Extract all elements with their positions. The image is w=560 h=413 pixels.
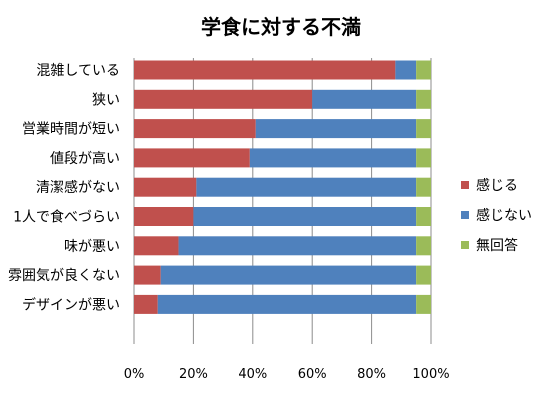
legend-swatch <box>461 181 469 189</box>
bar-segment <box>134 265 161 285</box>
bar-segment <box>416 207 431 226</box>
chart-title: 学食に対する不満 <box>201 15 361 39</box>
x-tick-label: 80% <box>357 367 386 382</box>
bar-segment <box>157 294 417 314</box>
category-label: 1人で食べづらい <box>13 209 120 226</box>
category-label: 雰囲気が良くない <box>8 268 120 284</box>
x-tick-label: 20% <box>179 367 208 382</box>
bar-segment <box>416 119 431 139</box>
bar-segment <box>178 236 417 256</box>
legend-label: 感じない <box>476 207 532 224</box>
category-label: 狭い <box>92 92 120 108</box>
category-label: 味が悪い <box>64 239 120 255</box>
bar-segment <box>249 148 417 168</box>
bar-segment <box>134 207 194 226</box>
bar-segment <box>255 119 417 139</box>
x-tick-labels: 0% 20% 40% 60% 80% 100% <box>124 367 450 382</box>
x-tick-label: 40% <box>238 367 267 382</box>
bar-segment <box>416 177 431 197</box>
bar-segment <box>134 294 158 314</box>
bar-segment <box>134 236 179 256</box>
bar-segment <box>395 60 417 80</box>
bar-segment <box>134 60 396 80</box>
bar-segment <box>134 177 197 197</box>
bar-segment <box>416 294 431 314</box>
legend-label: 無回答 <box>476 237 518 254</box>
x-tick-label: 0% <box>124 367 145 382</box>
bar-segment <box>416 265 431 285</box>
category-label: 値段が高い <box>50 150 120 167</box>
bar-segment <box>312 89 417 109</box>
bar-segment <box>416 89 431 109</box>
bar-segment <box>416 236 431 256</box>
bar-segment <box>193 207 417 226</box>
legend-label: 感じる <box>476 177 518 194</box>
legend-swatch <box>461 211 469 219</box>
category-label: デザインが悪い <box>22 296 120 313</box>
bar-segment <box>134 89 313 109</box>
bar-segment <box>134 119 256 139</box>
category-label: 営業時間が短い <box>22 122 120 138</box>
bar-segment <box>134 148 250 168</box>
x-tick-label: 100% <box>412 367 449 382</box>
x-tick-label: 60% <box>298 367 327 382</box>
bar-segment <box>416 60 431 80</box>
bar-segment <box>160 265 417 285</box>
bars <box>134 60 431 314</box>
bar-segment <box>196 177 417 197</box>
legend-swatch <box>461 241 469 249</box>
bar-segment <box>416 148 431 168</box>
category-label: 清潔感がない <box>36 179 120 196</box>
category-label: 混雑している <box>36 63 120 79</box>
